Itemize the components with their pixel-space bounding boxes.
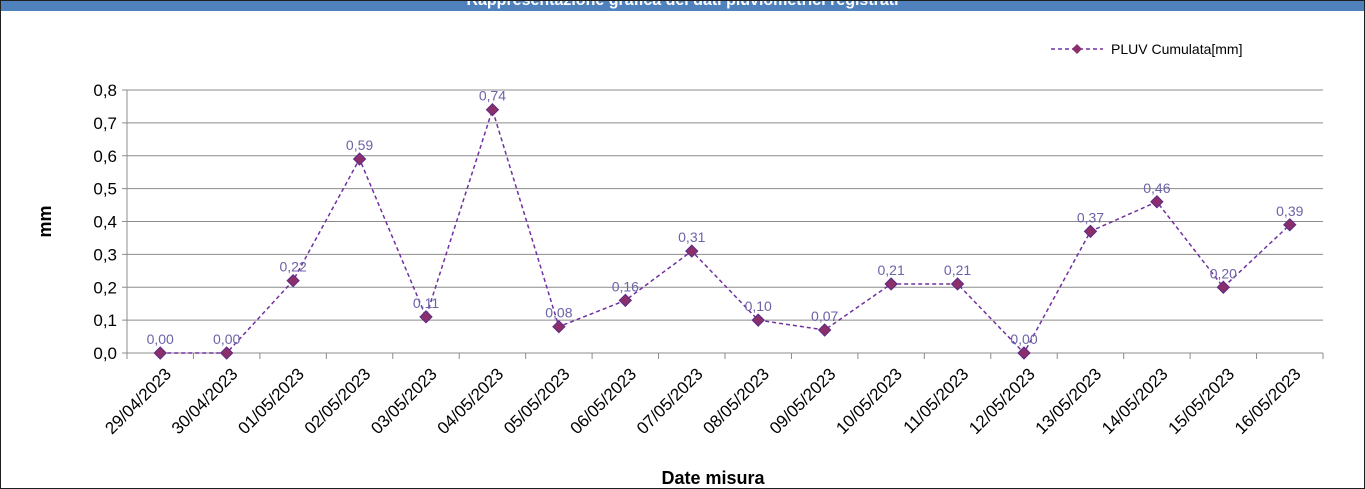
x-tick-label: 05/05/2023 — [500, 364, 574, 438]
y-tick-label: 0,4 — [93, 213, 117, 232]
data-point — [618, 293, 633, 308]
x-tick-label: 10/05/2023 — [832, 364, 906, 438]
x-tick-label: 06/05/2023 — [567, 364, 641, 438]
data-point — [286, 273, 300, 288]
data-label: 0,08 — [545, 305, 572, 321]
x-tick-label: 09/05/2023 — [766, 364, 840, 438]
y-tick-label: 0,1 — [93, 311, 117, 330]
data-label: 0,20 — [1210, 265, 1237, 281]
data-point — [219, 346, 234, 360]
y-tick-label: 0,8 — [93, 81, 117, 100]
data-label: 0,10 — [745, 298, 772, 314]
data-point — [817, 323, 832, 337]
data-point — [352, 152, 367, 166]
x-tick-label: 03/05/2023 — [367, 364, 441, 438]
y-tick-label: 0,5 — [93, 180, 117, 199]
data-point — [419, 310, 433, 324]
series-line — [160, 107, 1291, 355]
x-tick-label: 08/05/2023 — [699, 364, 773, 438]
x-tick-label: 16/05/2023 — [1231, 364, 1305, 438]
data-point — [685, 244, 699, 258]
title-bar: Rappresentazione grafica dei dati pluvio… — [1, 1, 1364, 11]
legend-marker — [1072, 44, 1082, 54]
data-point — [1150, 195, 1164, 209]
data-point — [552, 319, 566, 334]
x-tick-label: 14/05/2023 — [1098, 364, 1172, 438]
data-label: 0,00 — [213, 331, 240, 347]
y-tick-label: 0,2 — [93, 278, 117, 297]
y-tick-label: 0,7 — [93, 114, 117, 133]
data-label: 0,16 — [612, 278, 639, 294]
data-label: 0,07 — [811, 308, 838, 324]
x-tick-label: 01/05/2023 — [234, 364, 308, 438]
data-point — [751, 313, 765, 327]
data-point — [1017, 346, 1031, 360]
x-tick-label: 30/04/2023 — [168, 364, 242, 438]
x-tick-label: 15/05/2023 — [1165, 364, 1239, 438]
data-point — [884, 277, 898, 291]
x-tick-label: 12/05/2023 — [965, 364, 1039, 438]
y-tick-label: 0,3 — [93, 245, 117, 264]
legend: PLUV Cumulata[mm] — [1051, 41, 1242, 57]
data-label: 0,22 — [279, 259, 306, 275]
data-label: 0,46 — [1143, 180, 1170, 196]
data-label: 0,00 — [147, 331, 174, 347]
y-axis-title: mm — [35, 205, 55, 237]
data-point — [1283, 218, 1297, 232]
x-tick-label: 11/05/2023 — [900, 364, 973, 437]
x-tick-label: 13/05/2023 — [1032, 364, 1106, 438]
data-point — [1216, 280, 1231, 294]
x-tick-label: 07/05/2023 — [633, 364, 707, 438]
legend-label: PLUV Cumulata[mm] — [1111, 41, 1242, 57]
data-labels: 0,00 0,00 0,22 0,59 0,11 0,74 0,08 0,16 0,31 0,10… — [147, 88, 1304, 347]
data-label: 0,11 — [413, 295, 439, 311]
x-tick-labels: 29/04/202330/04/202301/05/202302/05/2023… — [101, 364, 1304, 438]
axes — [122, 89, 1324, 359]
data-label: 0,21 — [877, 262, 904, 278]
x-tick-label: 02/05/2023 — [301, 364, 375, 438]
data-point — [485, 103, 500, 117]
y-tick-label: 0,0 — [93, 344, 117, 363]
data-label: 0,21 — [944, 262, 971, 278]
data-label: 0,59 — [346, 137, 373, 153]
gridlines — [127, 89, 1323, 321]
series-plot — [153, 103, 1297, 360]
chart-title: Rappresentazione grafica dei dati pluvio… — [1, 1, 1364, 10]
data-point — [950, 277, 965, 291]
data-point — [153, 346, 167, 360]
data-label: 0,74 — [479, 88, 506, 104]
data-label: 0,00 — [1010, 331, 1037, 347]
y-tick-labels: 0,0 0,1 0,2 0,3 0,4 0,5 0,6 0,7 0,8 — [93, 81, 117, 363]
y-tick-label: 0,6 — [93, 147, 117, 166]
data-label: 0,37 — [1077, 209, 1104, 225]
data-label: 0,39 — [1276, 203, 1303, 219]
x-axis-title: Date misura — [661, 468, 765, 488]
x-tick-label: 29/04/2023 — [101, 364, 175, 438]
data-label: 0,31 — [678, 229, 705, 245]
data-point — [1083, 224, 1098, 239]
x-tick-label: 04/05/2023 — [434, 364, 508, 438]
